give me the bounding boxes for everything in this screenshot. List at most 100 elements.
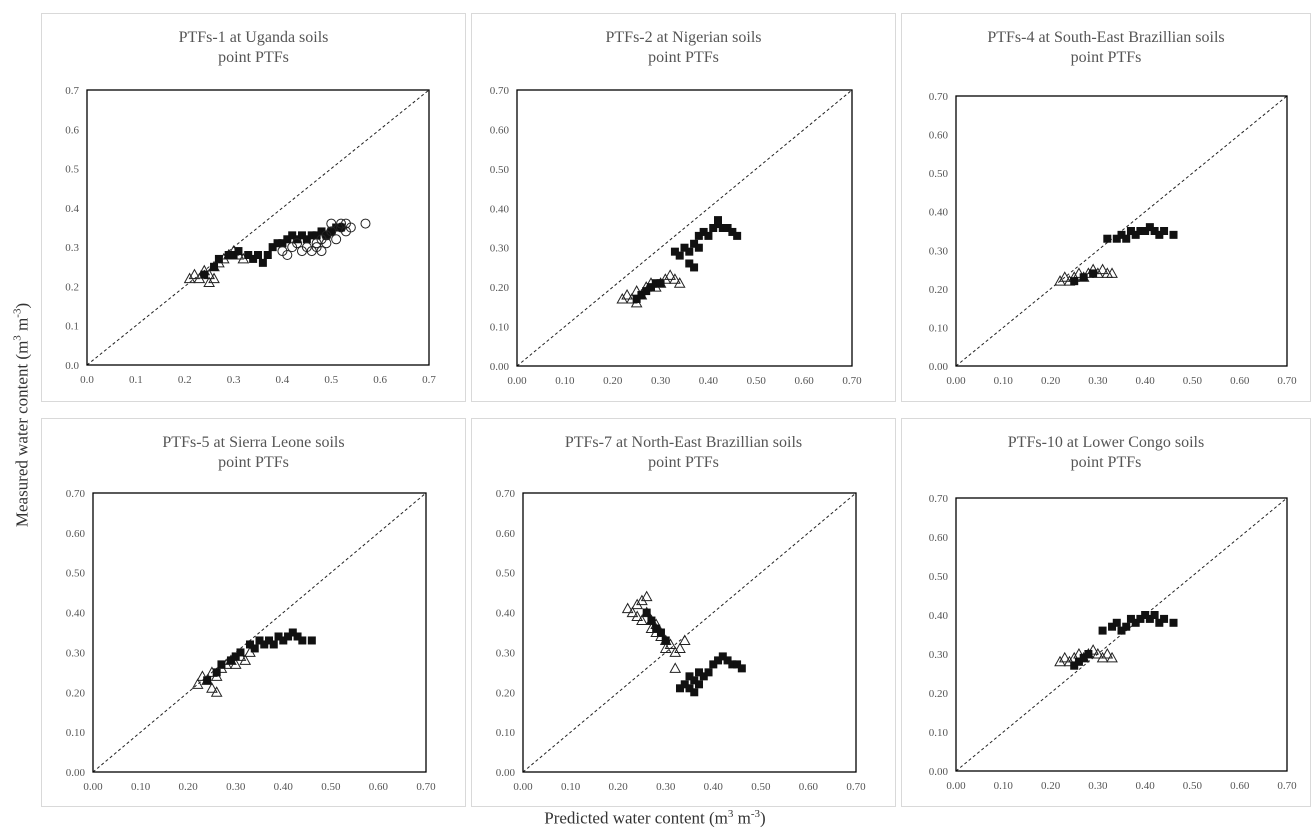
x-tick-label: 0.20 xyxy=(1041,780,1061,792)
x-tick-label: 0.10 xyxy=(561,781,581,793)
data-point-square xyxy=(203,676,212,685)
y-tick-label: 0.50 xyxy=(490,164,510,176)
data-point-square xyxy=(690,676,699,685)
data-point-square xyxy=(245,640,254,649)
y-tick-label: 0.10 xyxy=(929,727,949,739)
x-tick-label: 0.60 xyxy=(1230,375,1250,387)
reference-line xyxy=(92,492,427,773)
plot-area xyxy=(955,95,1288,367)
y-tick-label: 0.60 xyxy=(929,130,949,142)
x-tick-label: 0.10 xyxy=(131,781,151,793)
data-point-circle xyxy=(345,222,356,233)
data-point-square xyxy=(699,672,708,681)
data-point-circle xyxy=(336,218,347,229)
y-tick-label: 0.4 xyxy=(65,203,79,215)
data-point-square xyxy=(236,648,245,657)
y-tick-label: 0.00 xyxy=(929,766,949,778)
chart-title: PTFs-2 at Nigerian soils point PTFs xyxy=(605,29,762,66)
data-point-square xyxy=(695,668,704,677)
data-point-square xyxy=(337,223,346,232)
data-point-triangle xyxy=(640,590,653,602)
data-point-square xyxy=(1141,611,1150,619)
plot-area xyxy=(955,497,1288,772)
data-point-square xyxy=(297,231,306,240)
data-point-triangle xyxy=(631,610,644,622)
data-point-triangle xyxy=(191,678,204,689)
y-tick-label: 0.20 xyxy=(490,282,510,294)
x-tick-label: 0.20 xyxy=(1041,375,1061,387)
data-point-circle xyxy=(282,250,293,260)
data-point-square xyxy=(307,636,316,645)
y-tick-label: 0.50 xyxy=(496,568,516,580)
data-point-triangle xyxy=(1106,651,1118,663)
y-tick-label: 0.10 xyxy=(66,727,86,739)
data-point-triangle xyxy=(203,276,215,287)
data-point-square xyxy=(214,254,223,263)
y-tick-label: 0.60 xyxy=(929,532,949,544)
data-point-triangle xyxy=(669,646,682,657)
data-point-square xyxy=(709,224,718,232)
data-point-square xyxy=(728,660,737,669)
data-point-square xyxy=(1150,611,1159,619)
scatter-plot: 0.00 0.00 0.10 0.10 0.20 0.20 0.30 0.30 0.40 0.40… xyxy=(929,91,1297,387)
y-tick-label: 0.60 xyxy=(496,528,516,540)
scatter-plot: 0.00 0.00 0.10 0.10 0.20 0.20 0.30 0.30 0.40 0.40… xyxy=(490,85,862,387)
data-point-square xyxy=(255,636,264,645)
reference-line xyxy=(86,89,430,366)
data-point-square xyxy=(651,279,660,288)
y-tick-label: 0.7 xyxy=(65,85,79,97)
data-point-square xyxy=(656,279,665,288)
scatter-plot: 0.00 0.00 0.10 0.10 0.20 0.20 0.30 0.30 0.40 0.40… xyxy=(496,488,866,793)
data-point-triangle xyxy=(1106,267,1118,278)
data-point-square xyxy=(269,640,278,649)
data-point-square xyxy=(265,636,274,645)
data-point-triangle xyxy=(188,268,201,280)
data-point-triangle xyxy=(616,292,629,304)
y-tick-label: 0.30 xyxy=(490,243,510,255)
x-tick-label: 0.10 xyxy=(994,780,1014,792)
data-point-square xyxy=(661,636,670,645)
data-point-square xyxy=(229,251,238,259)
data-point-square xyxy=(723,224,732,232)
data-point-square xyxy=(1160,614,1169,623)
data-point-triangle xyxy=(206,682,218,693)
x-tick-label: 0.30 xyxy=(651,375,671,387)
data-point-square xyxy=(226,656,235,665)
data-point-square xyxy=(217,660,226,669)
data-point-square xyxy=(322,231,331,240)
data-point-square xyxy=(704,668,713,677)
data-point-square xyxy=(283,235,292,244)
y-tick-label: 0.50 xyxy=(929,571,949,583)
x-tick-label: 0.50 xyxy=(751,781,771,793)
data-point-square xyxy=(1117,230,1126,239)
data-point-square xyxy=(293,235,302,244)
data-point-square xyxy=(637,291,646,300)
data-point-square xyxy=(685,684,694,693)
data-point-square xyxy=(1112,234,1121,243)
chart-panel-5: PTFs-7 at North-East Brazillian soils poi… xyxy=(471,418,896,807)
y-tick-label: 0.70 xyxy=(929,91,949,103)
y-tick-label: 0.6 xyxy=(65,124,79,136)
data-point-square xyxy=(284,632,293,641)
y-tick-label: 0.20 xyxy=(929,284,949,296)
y-tick-label: 0.20 xyxy=(929,688,949,700)
chart-panel-6: PTFs-10 at Lower Congo soils point PTFs 0… xyxy=(901,418,1311,807)
data-point-triangle xyxy=(669,662,682,673)
x-tick-label: 0.40 xyxy=(1136,375,1156,387)
y-tick-label: 0.20 xyxy=(496,687,516,699)
data-point-square xyxy=(1169,230,1178,239)
data-point-square xyxy=(278,239,287,248)
data-point-triangle xyxy=(621,288,633,300)
data-point-square xyxy=(244,251,253,259)
x-tick-label: 0.00 xyxy=(946,780,966,792)
data-point-square xyxy=(733,231,742,240)
data-point-square xyxy=(675,251,684,260)
x-tick-label: 0.0 xyxy=(80,374,94,386)
data-point-square xyxy=(258,258,267,267)
data-point-square xyxy=(1169,618,1178,627)
data-point-triangle xyxy=(183,272,196,284)
x-tick-label: 0.1 xyxy=(129,374,143,386)
data-point-triangle xyxy=(636,614,648,626)
data-point-square xyxy=(1126,614,1135,623)
data-point-square xyxy=(714,216,722,225)
